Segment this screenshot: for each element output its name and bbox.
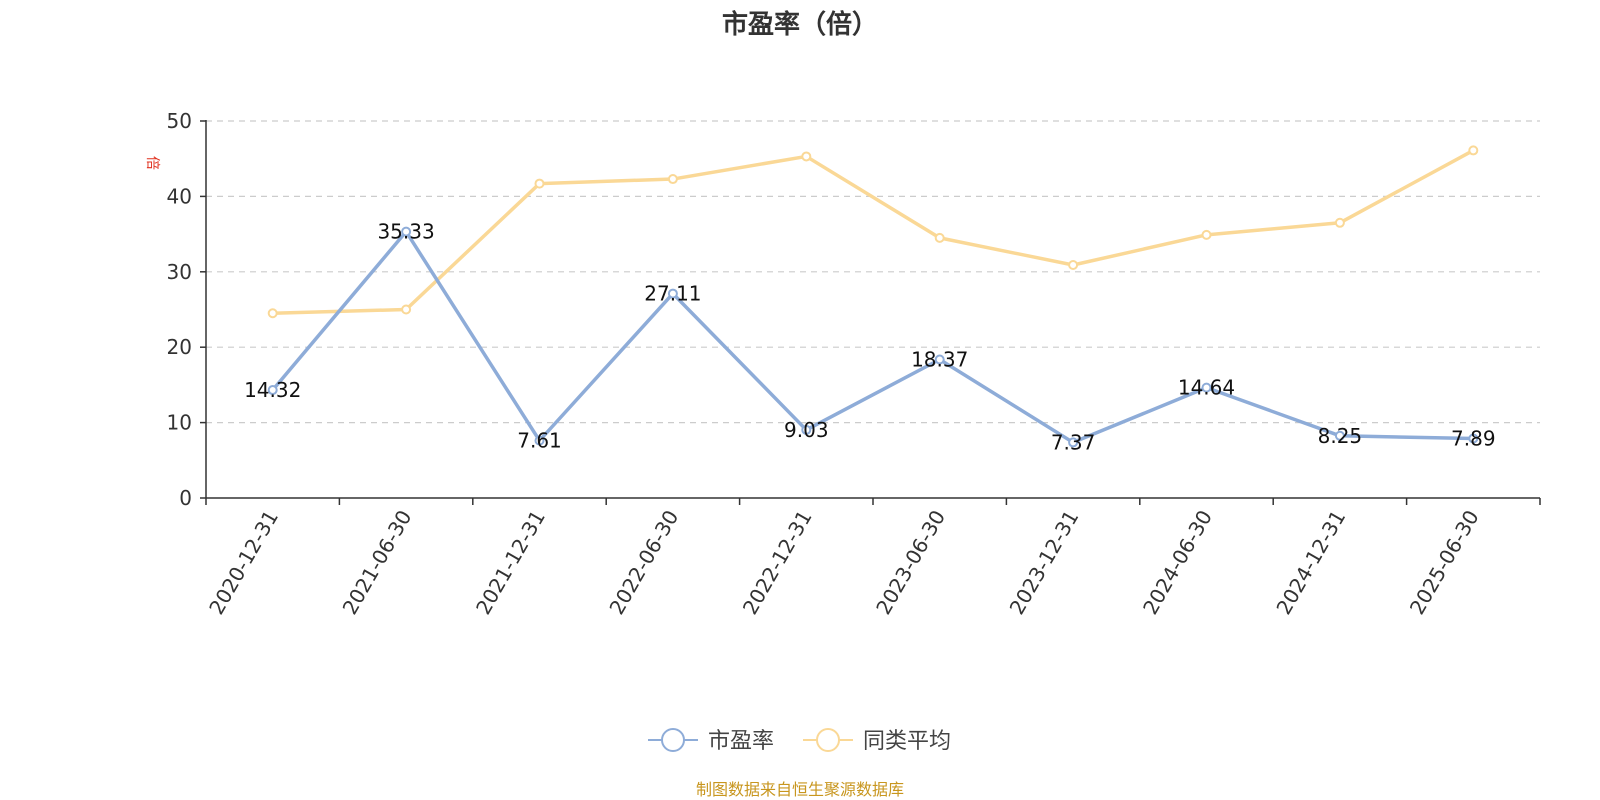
data-point [1334, 217, 1345, 228]
data-point [267, 308, 278, 319]
data-point [534, 435, 545, 446]
data-point [401, 304, 412, 315]
data-label: 18.37 [911, 347, 968, 371]
y-tick-label-0: 0 [179, 486, 192, 510]
series-1 [267, 145, 1479, 319]
y-tick-label-20: 20 [167, 335, 192, 359]
data-point [1468, 433, 1479, 444]
series-line [271, 229, 1474, 445]
data-point [667, 174, 678, 185]
y-tick-label-30: 30 [167, 260, 192, 284]
data-point [801, 424, 812, 435]
data-point [934, 354, 945, 365]
data-point [1068, 437, 1079, 448]
x-tick-label: 2021-06-30 [338, 506, 417, 619]
x-tick-label: 2025-06-30 [1405, 506, 1484, 619]
data-point [934, 232, 945, 243]
source-note: 制图数据来自恒生聚源数据库 [695, 780, 904, 799]
data-label: 14.64 [1178, 376, 1235, 400]
data-point [534, 178, 545, 189]
x-tick-label: 2024-06-30 [1138, 506, 1217, 619]
y-axis-unit-label: 倍 [144, 156, 160, 170]
legend-marker-icon [661, 728, 685, 752]
legend-label: 市盈率 [708, 729, 774, 754]
data-label: 35.33 [377, 220, 434, 244]
data-point [1201, 382, 1212, 393]
data-label: 9.03 [784, 418, 829, 442]
x-tick-label: 2020-12-31 [204, 506, 283, 619]
data-label: 14.32 [244, 378, 301, 402]
legend[interactable]: 市盈率 同类平均 [648, 728, 951, 754]
series-line [272, 148, 1475, 316]
data-label: 7.89 [1451, 427, 1496, 451]
y-tick-label-40: 40 [167, 184, 192, 208]
data-point [1201, 229, 1212, 240]
data-point [267, 385, 278, 396]
grid-lines [206, 120, 1540, 424]
data-point [401, 226, 412, 237]
data-labels: 14.32 35.33 7.61 27.11 9.03 18.37 7.37 14.64 8.2… [244, 220, 1495, 455]
x-tick-label: 2022-12-31 [738, 506, 817, 619]
x-tick-label: 2022-06-30 [604, 506, 683, 619]
legend-item-0[interactable]: 市盈率 [648, 728, 774, 754]
data-label: 7.61 [517, 429, 562, 453]
legend-label: 同类平均 [863, 729, 951, 754]
series-0 [267, 226, 1479, 448]
data-point [667, 288, 678, 299]
legend-item-1[interactable]: 同类平均 [803, 728, 951, 754]
x-tick-label: 2021-12-31 [471, 506, 550, 619]
data-label: 7.37 [1051, 430, 1096, 454]
data-point [1468, 145, 1479, 156]
y-tick-label-10: 10 [167, 411, 192, 435]
x-tick-label: 2023-12-31 [1005, 506, 1084, 619]
chart-title: 市盈率（倍） [721, 10, 878, 40]
data-point [801, 151, 812, 162]
data-label: 27.11 [644, 282, 701, 306]
series [267, 145, 1479, 448]
data-label: 8.25 [1318, 424, 1363, 448]
y-tick-label-50: 50 [167, 109, 192, 133]
legend-marker-icon [816, 728, 840, 752]
data-point [1068, 260, 1079, 271]
data-point [1334, 430, 1345, 441]
x-tick-label: 2024-12-31 [1271, 506, 1350, 619]
x-tick-label: 2023-06-30 [871, 506, 950, 619]
